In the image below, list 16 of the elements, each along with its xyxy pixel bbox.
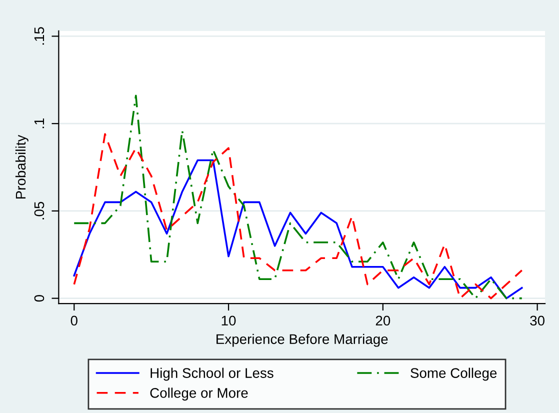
x-tick-label: 10 xyxy=(222,316,236,326)
y-tick-label: .05 xyxy=(34,202,44,220)
line-series xyxy=(73,159,523,300)
legend-label: Some College xyxy=(410,368,497,381)
y-tick-label: .15 xyxy=(34,27,44,45)
line-series xyxy=(73,133,523,300)
legend-label: High School or Less xyxy=(150,368,274,381)
x-tick-label: 20 xyxy=(376,316,390,326)
x-tick-label: 0 xyxy=(70,316,78,326)
x-axis-title: Experience Before Marriage xyxy=(216,334,388,347)
line-series xyxy=(73,94,523,300)
legend-label: College or More xyxy=(150,388,248,401)
x-tick-label: 30 xyxy=(530,316,544,326)
y-axis-title: Probability xyxy=(15,134,28,199)
y-tick-label: 0 xyxy=(34,294,44,302)
y-tick-label: .1 xyxy=(34,118,44,128)
